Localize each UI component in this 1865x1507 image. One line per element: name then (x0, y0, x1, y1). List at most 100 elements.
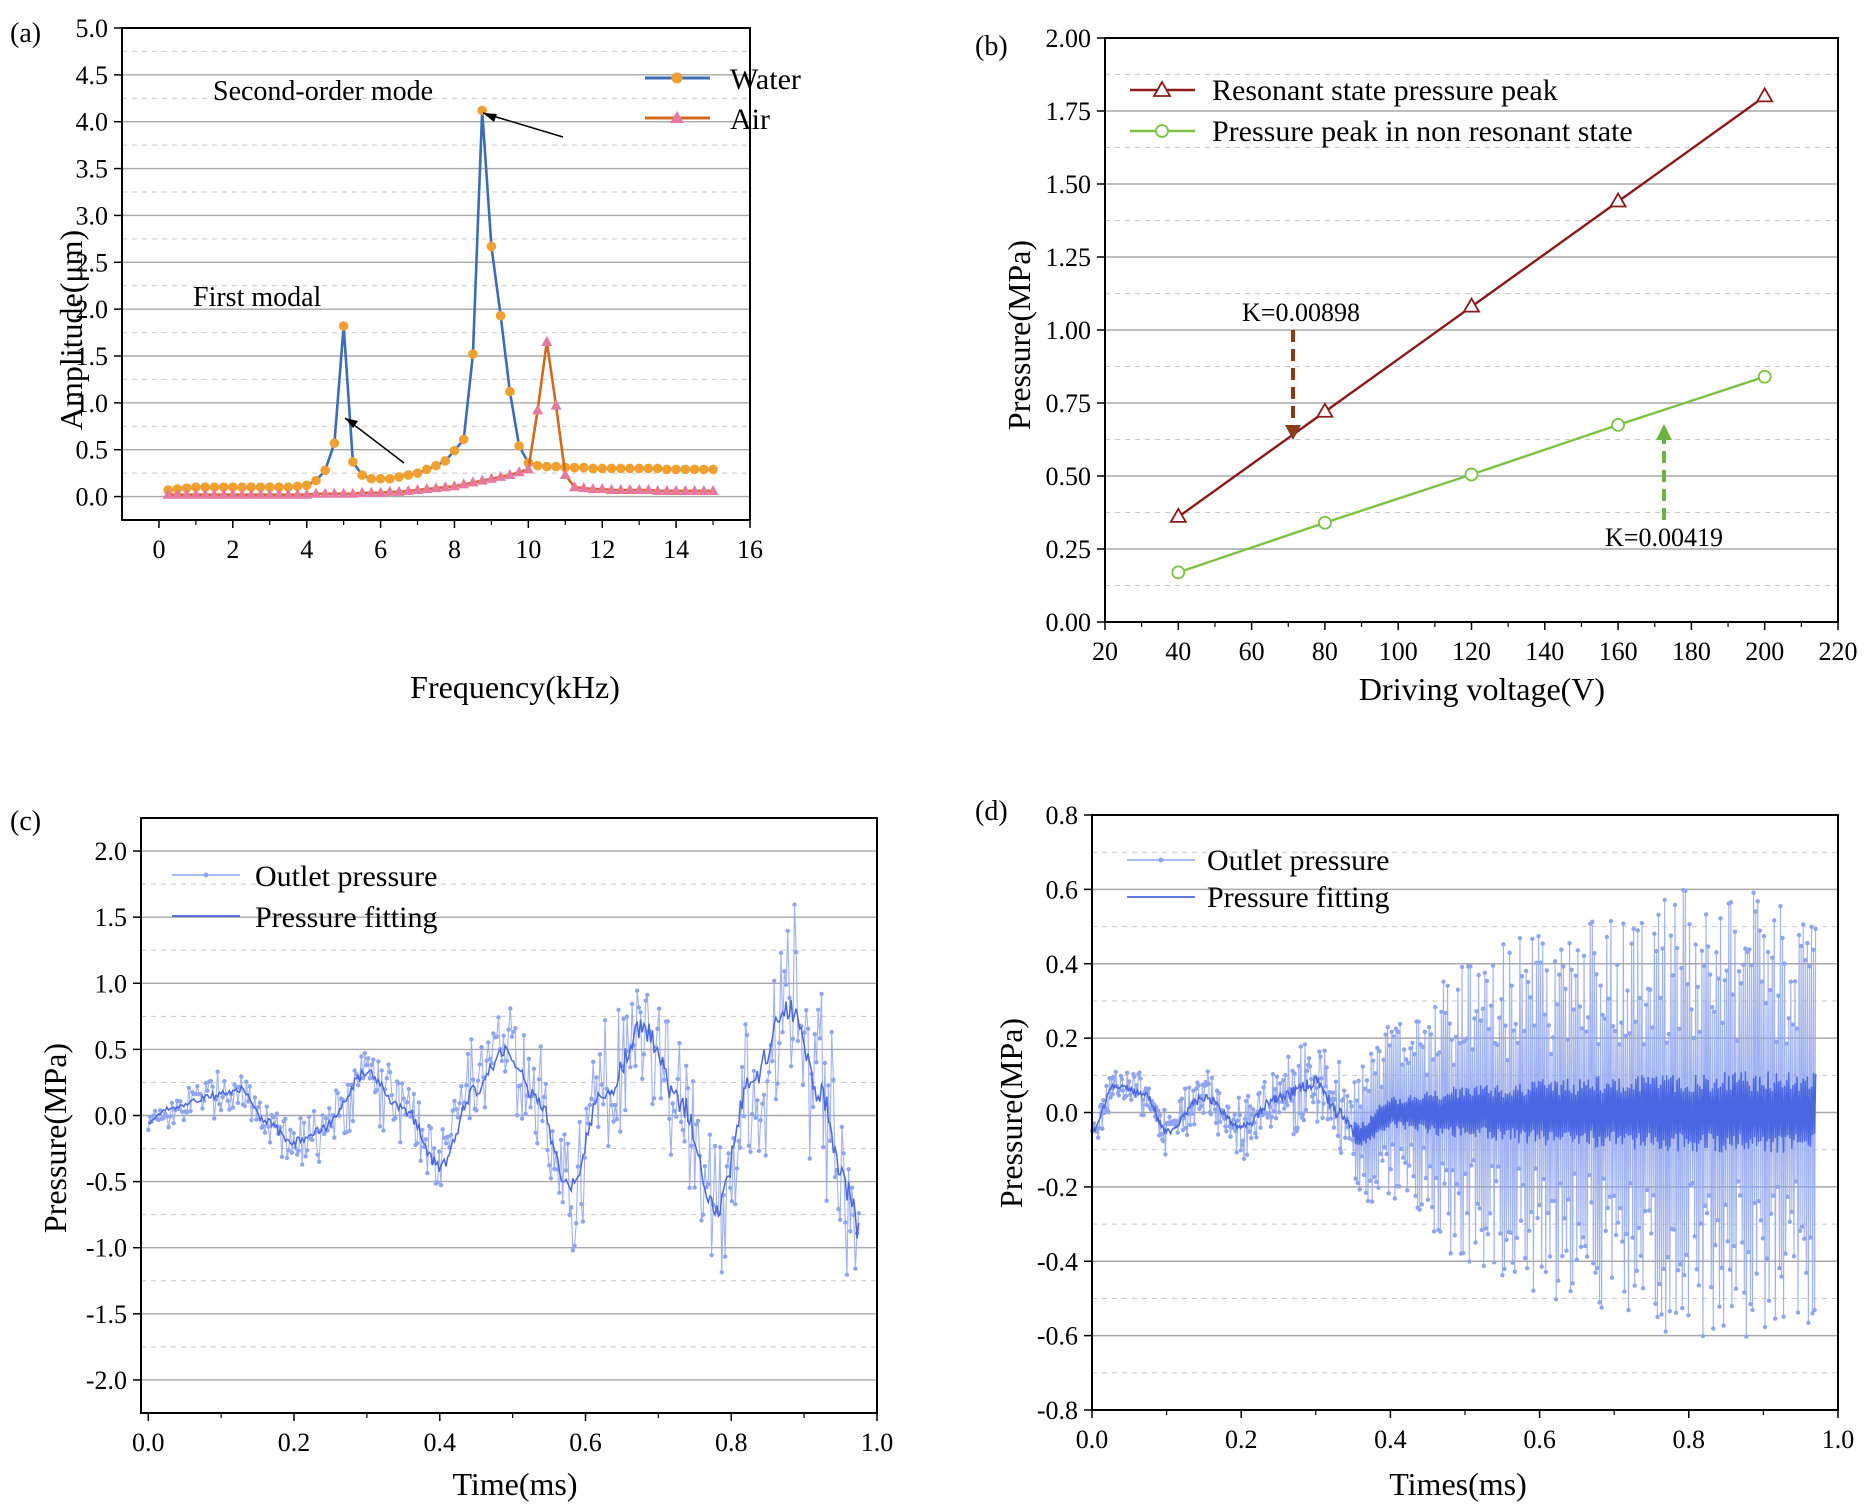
y-tick-label: 1.5 (76, 342, 109, 371)
outlet-pressure-point (1352, 1080, 1357, 1085)
outlet-pressure-point (1727, 1267, 1733, 1272)
outlet-pressure-point (1597, 1300, 1602, 1305)
outlet-pressure-point (1676, 1026, 1682, 1032)
outlet-pressure-point (1307, 1064, 1313, 1069)
outlet-pressure-point (756, 1148, 762, 1154)
outlet-pressure-point (1626, 1307, 1631, 1313)
outlet-pressure-point (1231, 1117, 1236, 1122)
outlet-pressure-point (1723, 1202, 1728, 1208)
annotation-second-order-mode: Second-order mode (213, 76, 433, 107)
outlet-pressure-point (1285, 1103, 1290, 1108)
y-tick-label: -0.5 (86, 1168, 127, 1197)
y-tick-label: 0.5 (76, 436, 109, 465)
outlet-pressure-point (1768, 1211, 1774, 1216)
data-point (440, 456, 451, 466)
outlet-pressure-point (1640, 1286, 1646, 1291)
outlet-pressure-point (1388, 1167, 1393, 1172)
outlet-pressure-point (826, 1083, 831, 1088)
outlet-pressure-point (301, 1120, 307, 1125)
outlet-pressure-point (284, 1155, 290, 1161)
x-tick-label: 0.8 (1673, 1425, 1706, 1454)
outlet-pressure-point (1536, 933, 1541, 939)
outlet-pressure-point (1721, 1323, 1726, 1328)
panel-b-legend: Resonant state pressure peak Pressure pe… (1130, 74, 1633, 148)
outlet-pressure-point (1720, 1020, 1725, 1026)
outlet-pressure-point (1108, 1095, 1113, 1100)
outlet-pressure-point (641, 1052, 647, 1057)
outlet-pressure-point (1519, 973, 1525, 979)
data-point (421, 464, 432, 475)
outlet-pressure-point (1707, 972, 1713, 977)
outlet-pressure-point (289, 1150, 295, 1155)
outlet-pressure-point (1393, 1026, 1399, 1031)
panel-c-gridlines (141, 850, 877, 1381)
outlet-pressure-point (1385, 1024, 1390, 1030)
outlet-pressure-point (225, 1098, 230, 1104)
outlet-pressure-point (1317, 1049, 1322, 1054)
outlet-pressure-point (305, 1148, 310, 1153)
outlet-pressure-point (1479, 1227, 1484, 1233)
outlet-pressure-point (1779, 1274, 1784, 1279)
panel-a-label: (a) (10, 18, 41, 49)
outlet-pressure-point (1459, 964, 1465, 970)
outlet-pressure-point (1396, 1184, 1402, 1189)
outlet-pressure-point (1813, 926, 1818, 932)
outlet-pressure-point (841, 1151, 846, 1156)
outlet-pressure-point (707, 1132, 713, 1137)
outlet-pressure-point (602, 1018, 608, 1023)
outlet-pressure-point (817, 1036, 823, 1041)
outlet-pressure-point (1763, 1000, 1769, 1006)
y-tick-label: 0.2 (1046, 1024, 1079, 1053)
outlet-pressure-point (1686, 1313, 1691, 1318)
outlet-pressure-point (699, 1218, 704, 1223)
outlet-pressure-point (1100, 1126, 1105, 1131)
outlet-pressure-point (1661, 1266, 1666, 1272)
outlet-pressure-point (1571, 1007, 1576, 1012)
outlet-pressure-point (1330, 1090, 1336, 1095)
panel-a-frequency-amplitude: (a) 0.0 0.5 1.0 1.5 2.0 2.5 3.0 3.5 4.0 4.5 5.0 0 2 4… (10, 14, 801, 705)
outlet-pressure-point (340, 1097, 346, 1102)
outlet-pressure-point (1722, 978, 1727, 983)
outlet-pressure-point (1778, 903, 1783, 909)
outlet-pressure-point (1652, 931, 1657, 936)
outlet-pressure-point (1353, 1176, 1358, 1181)
outlet-pressure-point (1609, 1275, 1615, 1280)
outlet-pressure-point (1102, 1110, 1107, 1116)
legend-d-fit-label: Pressure fitting (1207, 881, 1389, 914)
outlet-pressure-point (1348, 1099, 1353, 1105)
outlet-pressure-point (203, 1080, 209, 1086)
data-point (365, 486, 377, 497)
outlet-pressure-point (271, 1115, 276, 1120)
outlet-pressure-point (802, 1030, 807, 1035)
outlet-pressure-point (1620, 1239, 1625, 1244)
outlet-pressure-point (1770, 955, 1775, 960)
data-point (310, 487, 322, 498)
outlet-pressure-point (1535, 1215, 1540, 1221)
outlet-pressure-point (1247, 1104, 1253, 1109)
outlet-pressure-point (445, 1134, 450, 1139)
outlet-pressure-point (181, 1117, 187, 1123)
outlet-pressure-point (1431, 1229, 1437, 1234)
data-point (541, 335, 553, 346)
outlet-pressure-point (1162, 1107, 1167, 1113)
outlet-pressure-point (1120, 1088, 1126, 1093)
outlet-pressure-point (1654, 948, 1659, 954)
data-point (356, 486, 368, 497)
outlet-pressure-point (486, 1040, 491, 1045)
outlet-pressure-point (1556, 1278, 1561, 1283)
outlet-pressure-point (1301, 1117, 1307, 1123)
data-point (200, 482, 210, 493)
data-point (652, 484, 664, 495)
data-point (1611, 417, 1625, 432)
outlet-pressure-point (1760, 1236, 1766, 1241)
outlet-pressure-point (291, 1131, 296, 1136)
outlet-pressure-point (1368, 1051, 1374, 1057)
outlet-pressure-point (618, 1129, 623, 1134)
outlet-pressure-point (1673, 1310, 1679, 1315)
outlet-pressure-point (709, 1252, 714, 1258)
data-point (513, 466, 525, 477)
data-point (348, 457, 358, 467)
outlet-pressure-point (1527, 1228, 1532, 1233)
outlet-pressure-point (1805, 940, 1810, 946)
outlet-pressure-point (1472, 1016, 1477, 1021)
